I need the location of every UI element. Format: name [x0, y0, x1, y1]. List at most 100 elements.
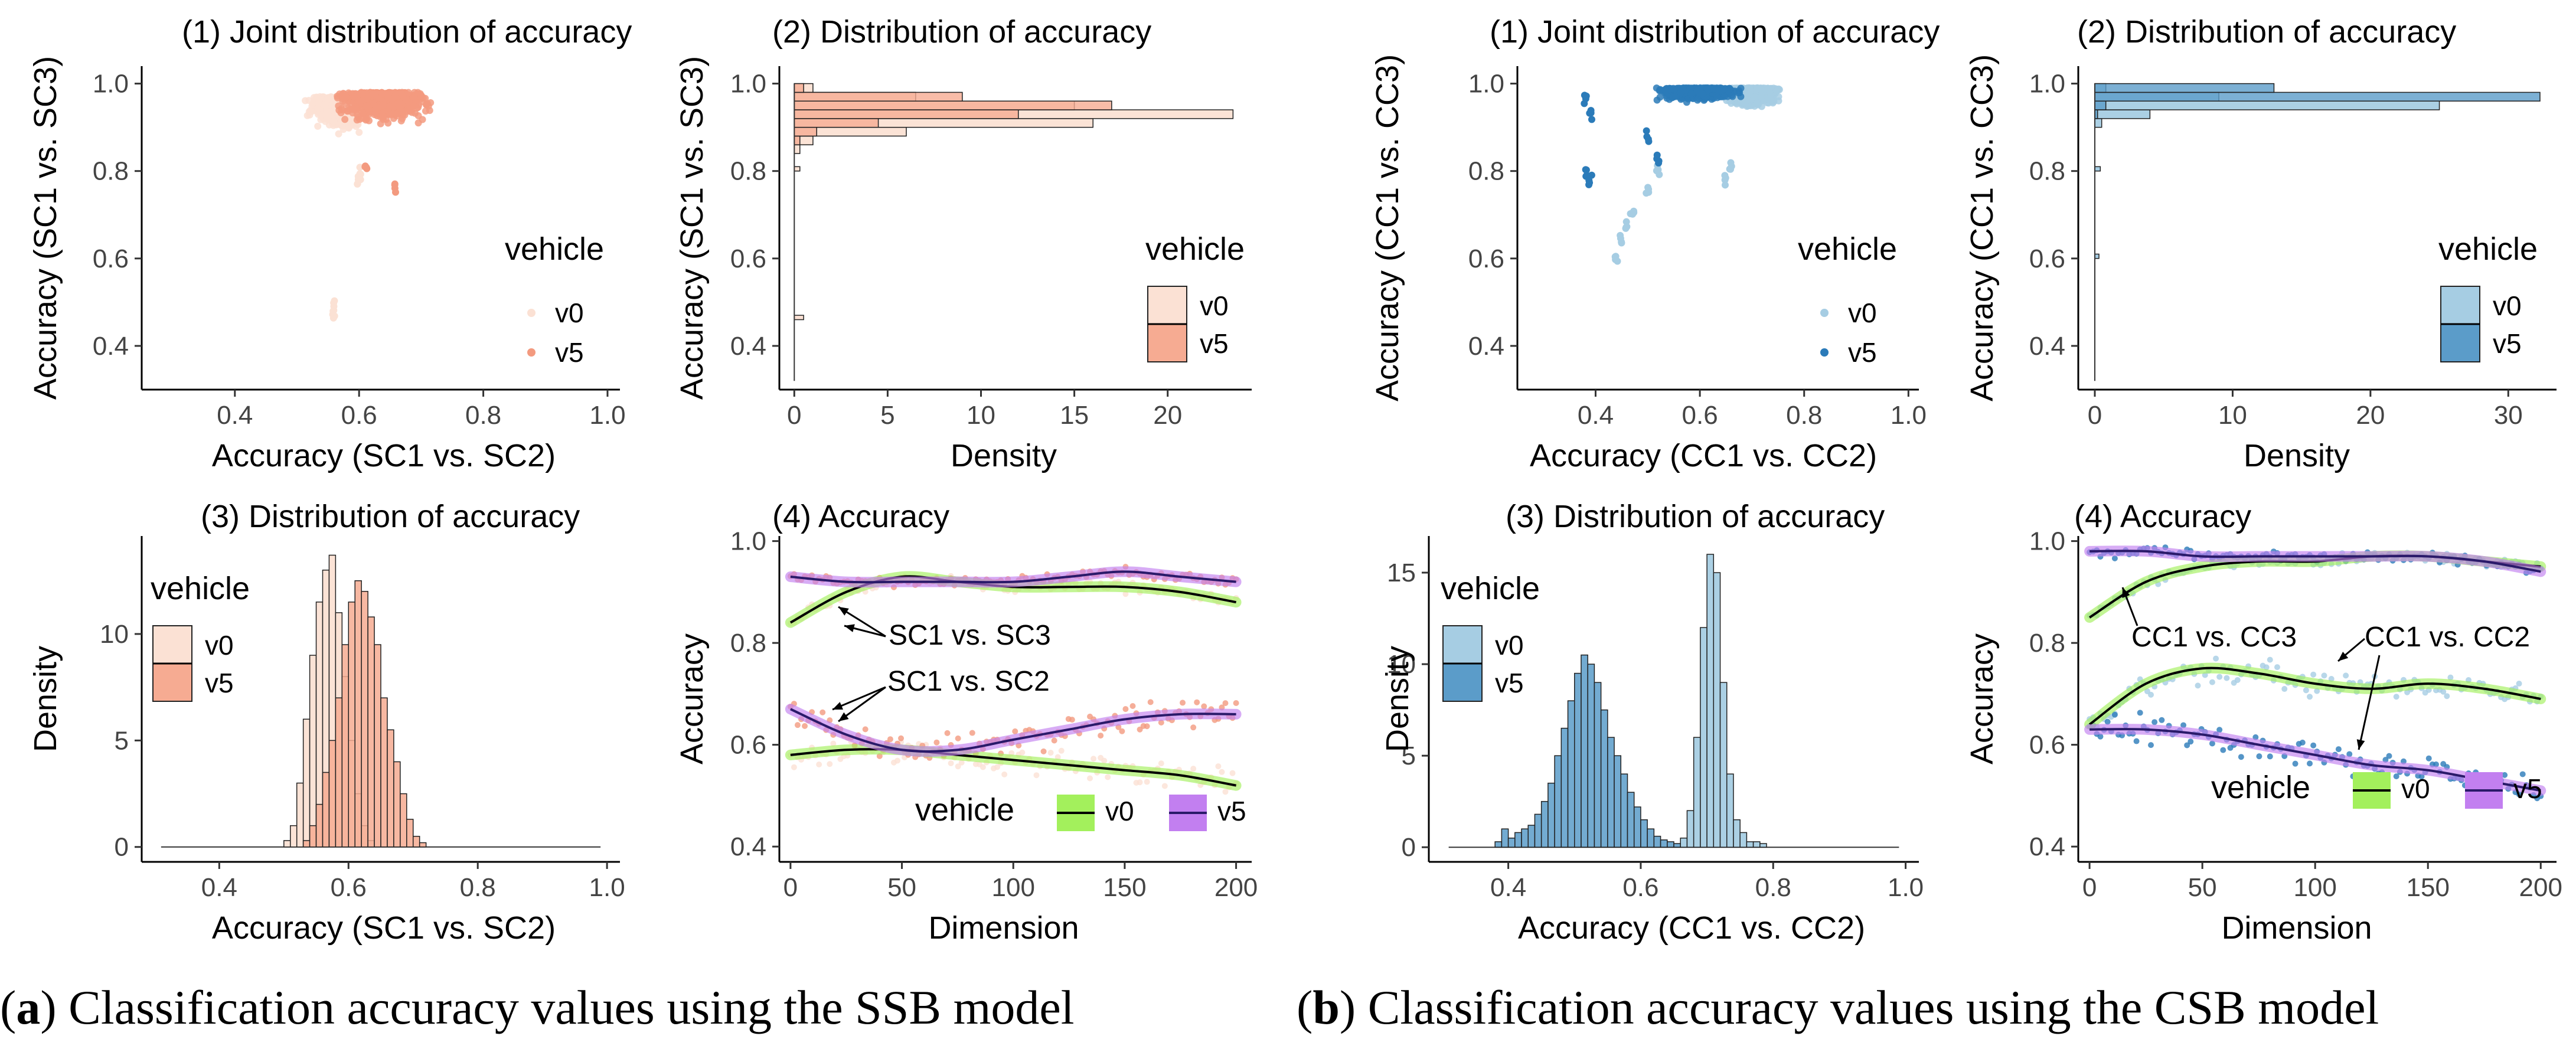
y-axis-label: Accuracy (SC1 vs. SC3)	[28, 56, 63, 400]
scatter-point	[354, 113, 362, 121]
scatter-outlier	[1645, 185, 1653, 193]
legend-title: vehicle	[2211, 770, 2310, 805]
hist-bar-v0	[1746, 841, 1754, 848]
x-axis-label: Density	[951, 438, 1057, 473]
smooth-line-v5 (SC1 vs. SC3)	[790, 570, 1236, 584]
dimension-point	[1161, 783, 1168, 789]
scatter-point	[339, 106, 347, 114]
scatter-point	[334, 94, 341, 102]
dimension-point	[955, 735, 961, 741]
y-axis-label: Density	[28, 646, 63, 752]
scatter-point	[1694, 96, 1702, 104]
legend-label-v0: v0	[555, 298, 584, 328]
hist-bar-v0	[1693, 737, 1701, 848]
legend-key-v0	[1442, 625, 1483, 664]
x-tick-label: 0.8	[1755, 873, 1791, 902]
scatter-point	[423, 100, 431, 107]
dimension-point	[2292, 760, 2299, 767]
hist-bar-v0	[2094, 100, 2440, 110]
hist-bar-v5	[1607, 737, 1615, 848]
hist-bar-v5	[302, 840, 311, 848]
hist-bar-v5	[1501, 828, 1509, 848]
hist-bar-v5	[406, 819, 414, 848]
scatter-outlier	[1618, 239, 1625, 247]
legend-label-v0: v0	[2493, 290, 2522, 321]
scatter-point	[373, 104, 380, 112]
scatter-outlier	[329, 308, 337, 315]
x-tick-label: 20	[1153, 401, 1182, 430]
dimension-point	[830, 740, 837, 747]
y-tick-label: 0.4	[2029, 332, 2065, 361]
scatter-point	[384, 89, 392, 97]
x-tick-label: 0.4	[217, 401, 253, 430]
dimension-point	[2195, 682, 2201, 689]
legend-label-v5: v5	[205, 668, 234, 698]
hist-bar-v5	[322, 772, 330, 848]
y-tick-label: 5	[115, 726, 129, 755]
dimension-point	[1158, 760, 1164, 767]
hist-bar-v0	[1726, 773, 1734, 848]
y-tick-label: 1.0	[1468, 70, 1504, 99]
hist-bar-v5	[794, 83, 804, 93]
hist-bar-v5	[341, 644, 350, 848]
dimension-point	[1119, 728, 1125, 734]
hist-bar-v5	[412, 835, 420, 848]
hist-bar-v0	[283, 840, 291, 848]
x-tick-label: 0.6	[331, 873, 367, 902]
dimension-point	[2343, 672, 2349, 679]
dimension-point	[994, 764, 1001, 770]
y-tick-label: 0.6	[93, 244, 129, 273]
y-tick-label: 15	[1387, 558, 1416, 587]
hist-bar-v5	[1514, 832, 1522, 848]
hist-bar-v5	[1521, 828, 1529, 848]
hist-bar-v5	[2094, 83, 2275, 93]
scatter-point	[410, 102, 418, 110]
dimension-point	[898, 735, 905, 741]
hist-bar-v5	[1587, 664, 1595, 848]
scatter-point	[368, 90, 376, 98]
hist-bar-v5	[309, 825, 317, 848]
legend-title: vehicle	[915, 792, 1014, 828]
legend-key-v0	[1147, 286, 1187, 325]
scatter-point	[335, 130, 342, 138]
dimension-point	[1101, 757, 1108, 764]
dimension-point	[1222, 700, 1229, 707]
scatter-point	[404, 89, 412, 96]
x-tick-label: 50	[887, 873, 916, 902]
scatter-point	[315, 96, 323, 104]
dimension-point	[933, 739, 940, 746]
hist-bar-v5	[1540, 800, 1549, 848]
hist-bar-v5	[335, 697, 343, 848]
y-axis-label: Accuracy (SC1 vs. SC3)	[674, 56, 710, 400]
hist-bar-v5	[1527, 825, 1536, 848]
hist-bar-v0	[794, 166, 801, 172]
dimension-point	[1019, 749, 1026, 756]
dimension-point	[2321, 672, 2327, 679]
legend-label-v5: v5	[2493, 328, 2522, 359]
hist-bar-v5	[2094, 91, 2541, 102]
panel-title: (1) Joint distribution of accuracy	[182, 14, 632, 50]
dimension-point	[1144, 723, 1150, 730]
legend-title: vehicle	[1145, 231, 1245, 267]
dimension-point	[1229, 770, 1236, 776]
scatter-point	[396, 104, 404, 112]
dimension-point	[887, 736, 893, 743]
dimension-point	[948, 760, 954, 766]
dimension-point	[2267, 753, 2273, 760]
scatter-outlier	[391, 181, 399, 189]
legend-title: vehicle	[1798, 231, 1897, 267]
annotation-label: SC1 vs. SC2	[887, 666, 1050, 697]
dimension-point	[1201, 703, 1207, 710]
dimension-point	[2151, 719, 2158, 726]
legend-key-v0	[1820, 309, 1829, 317]
dimension-point	[2310, 671, 2317, 678]
scatter-outlier	[1582, 92, 1590, 100]
x-tick-label: 0.8	[465, 401, 501, 430]
dimension-point	[2274, 664, 2280, 671]
hist-bar-v5	[348, 602, 355, 848]
dimension-point	[2159, 717, 2165, 723]
dimension-point	[980, 764, 986, 770]
x-tick-label: 150	[1103, 873, 1146, 902]
legend-key-v0	[152, 625, 192, 664]
scatter-point	[302, 97, 309, 104]
